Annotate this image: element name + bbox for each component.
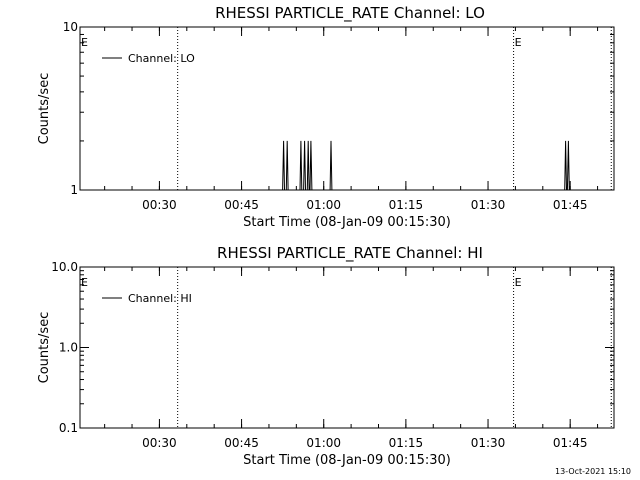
- event-line-label: E: [515, 276, 522, 289]
- y-tick-label: 1: [70, 183, 78, 197]
- corner-marker: E: [81, 276, 88, 289]
- x-axis-label: Start Time (08-Jan-09 00:15:30): [243, 215, 451, 230]
- series-line-1: [282, 140, 570, 191]
- x-tick-label: 01:15: [389, 436, 424, 450]
- legend-entry: Channel: HI: [128, 292, 192, 305]
- x-tick-label: 00:30: [142, 198, 177, 212]
- event-line-label: E: [515, 36, 522, 49]
- chart-panel-1: RHESSI PARTICLE_RATE Channel: LO Start Ti…: [37, 4, 615, 230]
- legend-entry: Channel: LO: [128, 52, 195, 65]
- chart-title: RHESSI PARTICLE_RATE Channel: LO: [215, 4, 485, 23]
- generation-timestamp: 13-Oct-2021 15:10: [555, 467, 631, 476]
- x-tick-label: 01:00: [306, 436, 341, 450]
- x-tick-label: 00:45: [224, 436, 259, 450]
- chart-title: RHESSI PARTICLE_RATE Channel: HI: [217, 244, 483, 263]
- y-axis-label: Counts/sec: [37, 312, 52, 384]
- x-tick-label: 01:45: [553, 436, 588, 450]
- y-tick-label: 0.1: [59, 421, 78, 435]
- x-tick-label: 00:30: [142, 436, 177, 450]
- y-tick-label: 10.0: [51, 260, 78, 274]
- x-tick-label: 01:00: [306, 198, 341, 212]
- x-tick-label: 01:45: [553, 198, 588, 212]
- y-axis-label: Counts/sec: [37, 73, 52, 145]
- chart-panel-2: RHESSI PARTICLE_RATE Channel: HI Start Ti…: [37, 244, 615, 468]
- x-tick-label: 01:15: [389, 198, 424, 212]
- y-tick-label: 10: [63, 20, 78, 34]
- x-axis-label: Start Time (08-Jan-09 00:15:30): [243, 453, 451, 468]
- x-tick-label: 01:30: [471, 436, 506, 450]
- corner-marker: E: [81, 36, 88, 49]
- x-tick-label: 01:30: [471, 198, 506, 212]
- y-tick-label: 1.0: [59, 341, 78, 355]
- x-tick-label: 00:45: [224, 198, 259, 212]
